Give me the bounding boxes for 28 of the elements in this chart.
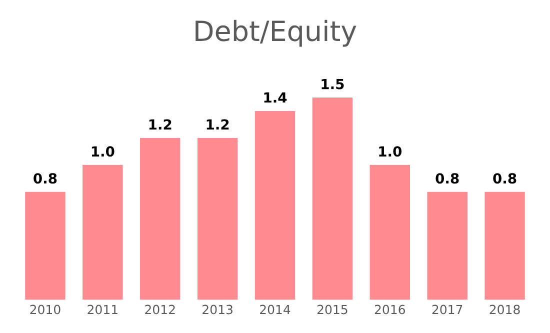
x-tick-label: 2016 [374, 304, 406, 314]
x-tick-label: 2015 [317, 304, 348, 314]
bar [370, 164, 410, 300]
x-tick-label: 2017 [432, 304, 462, 314]
bar [312, 98, 353, 300]
data-label: 1.2 [149, 119, 172, 130]
data-label: 0.8 [34, 173, 57, 184]
chart-title: Debt/Equity [196, 20, 356, 47]
data-label: 1.0 [379, 146, 402, 157]
x-tick-label: 2013 [202, 304, 232, 314]
bar [484, 192, 525, 300]
data-label: 1.0 [92, 146, 114, 157]
bar [25, 192, 66, 300]
x-tick-label: 2011 [88, 304, 118, 314]
data-label: 0.8 [436, 173, 459, 184]
bar [427, 192, 468, 300]
data-label: 1.4 [264, 92, 287, 103]
bar [254, 111, 296, 300]
bar [140, 138, 180, 300]
data-label: 1.5 [322, 78, 344, 90]
x-tick-label: 2010 [30, 304, 60, 314]
x-tick-label: 2018 [490, 304, 520, 314]
bar [197, 138, 238, 300]
x-tick-label: 2012 [145, 304, 175, 314]
bar [82, 164, 123, 300]
data-label: 0.8 [493, 173, 516, 184]
data-label: 1.2 [206, 119, 229, 130]
x-tick-label: 2014 [260, 304, 290, 314]
